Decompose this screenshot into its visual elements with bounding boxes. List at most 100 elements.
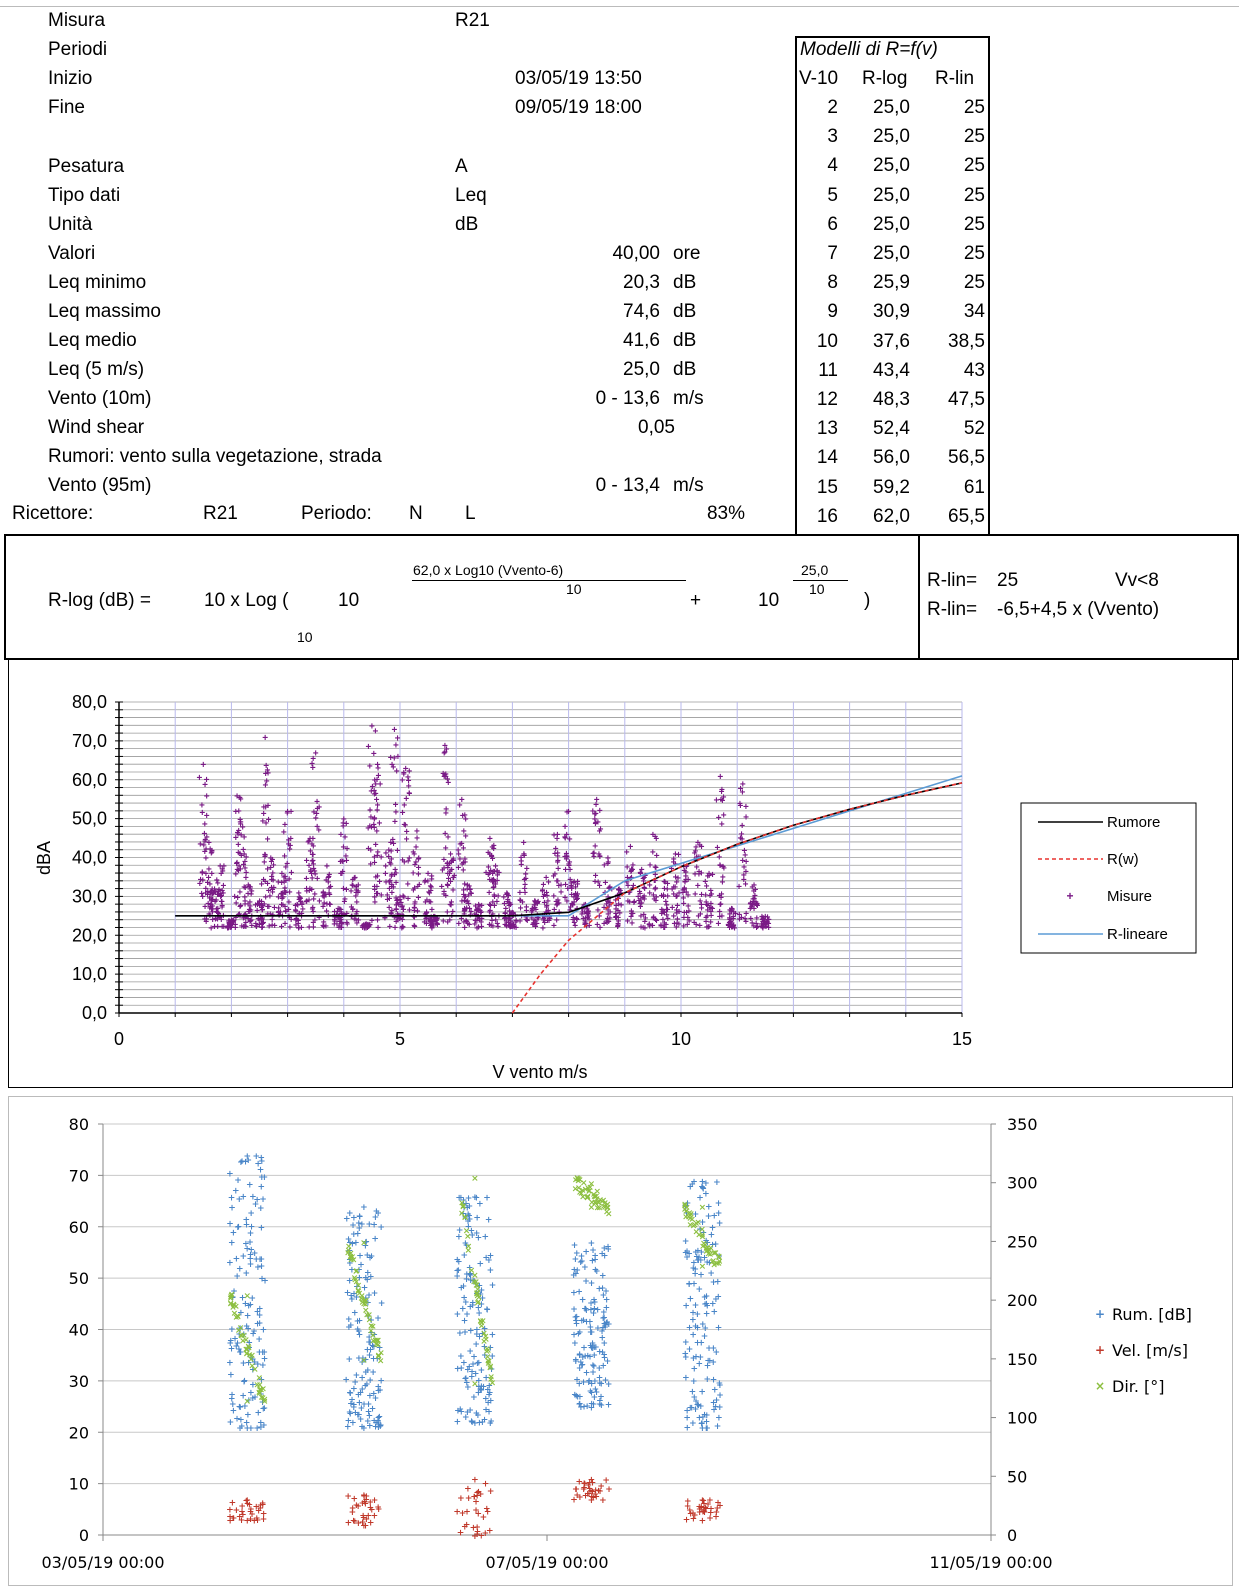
series-point-0: + bbox=[228, 1394, 236, 1404]
series-point-2: × bbox=[259, 1394, 267, 1404]
series-point-0: + bbox=[350, 1403, 358, 1413]
series-point-1: + bbox=[592, 1486, 600, 1496]
series-point-0: + bbox=[710, 1278, 718, 1288]
misure-point: + bbox=[208, 848, 214, 859]
misure-point: + bbox=[230, 917, 236, 928]
series-point-0: + bbox=[226, 1220, 234, 1230]
models-rlin-cell: 34 bbox=[963, 301, 985, 323]
series-point-0: + bbox=[228, 1239, 236, 1249]
misure-point: + bbox=[231, 916, 237, 927]
x-tick-label: 07/05/19 00:00 bbox=[485, 1553, 608, 1572]
misure-point: + bbox=[259, 901, 265, 912]
misure-point: + bbox=[263, 818, 269, 829]
misure-point: + bbox=[286, 835, 292, 846]
leq-medio-label: Leq medio bbox=[48, 330, 137, 351]
models-v10-cell: 3 bbox=[827, 126, 838, 148]
misure-point: + bbox=[267, 910, 273, 921]
misure-point: + bbox=[308, 867, 314, 878]
misure-point: + bbox=[229, 916, 235, 927]
y-tick-label: 20,0 bbox=[72, 925, 107, 945]
misure-point: + bbox=[249, 921, 255, 932]
y-right-tick-label: 50 bbox=[1007, 1467, 1027, 1486]
misure-point: + bbox=[248, 916, 254, 927]
misure-point: + bbox=[276, 903, 282, 914]
misure-point: + bbox=[242, 913, 248, 924]
misure-point: + bbox=[204, 775, 210, 786]
misure-point: + bbox=[216, 909, 222, 920]
series-point-0: + bbox=[233, 1255, 241, 1265]
misure-point: + bbox=[235, 829, 241, 840]
series-point-0: + bbox=[483, 1193, 491, 1203]
series-point-1: + bbox=[471, 1532, 479, 1542]
models-rlog-cell: 43,4 bbox=[873, 359, 910, 381]
misure-point: + bbox=[203, 917, 209, 928]
series-point-2: × bbox=[345, 1242, 353, 1252]
y-left-tick-label: 20 bbox=[69, 1423, 89, 1442]
misure-point: + bbox=[275, 878, 281, 889]
series-point-0: + bbox=[234, 1176, 242, 1186]
misure-point: + bbox=[230, 916, 236, 927]
series-point-0: + bbox=[358, 1220, 366, 1230]
misure-point: + bbox=[259, 922, 265, 933]
misure-point: + bbox=[205, 887, 211, 898]
misure-point: + bbox=[263, 761, 269, 772]
misure-point: + bbox=[303, 874, 309, 885]
series-point-0: + bbox=[600, 1291, 608, 1301]
misure-point: + bbox=[282, 852, 288, 863]
misure-point: + bbox=[203, 884, 209, 895]
misure-point: + bbox=[215, 922, 221, 933]
misure-point: + bbox=[304, 856, 310, 867]
misure-point: + bbox=[236, 861, 242, 872]
leq-medio-value: 41,6 bbox=[623, 330, 660, 351]
series-point-2: × bbox=[695, 1231, 703, 1241]
misure-point: + bbox=[228, 923, 234, 934]
models-rlin-cell: 52 bbox=[963, 418, 985, 440]
series-point-0: + bbox=[371, 1235, 379, 1245]
misure-point: + bbox=[260, 816, 266, 827]
leq-max-value: 74,6 bbox=[623, 301, 660, 322]
misure-point: + bbox=[283, 888, 289, 899]
misure-point: + bbox=[279, 869, 285, 880]
misure-point: + bbox=[295, 919, 301, 930]
fine-label: Fine bbox=[48, 97, 85, 118]
misure-point: + bbox=[258, 916, 264, 927]
series-point-0: + bbox=[697, 1270, 705, 1280]
series-point-2: × bbox=[471, 1379, 479, 1389]
misure-point: + bbox=[242, 912, 248, 923]
series-point-0: + bbox=[257, 1154, 265, 1164]
series-point-0: + bbox=[234, 1223, 242, 1233]
series-point-0: + bbox=[463, 1379, 471, 1389]
misure-point: + bbox=[287, 922, 293, 933]
series-point-0: + bbox=[716, 1219, 724, 1229]
series-point-0: + bbox=[682, 1237, 690, 1247]
misure-point: + bbox=[237, 912, 243, 923]
misure-point: + bbox=[265, 879, 271, 890]
models-title: Modelli di R=f(v) bbox=[800, 39, 938, 60]
misure-point: + bbox=[248, 905, 254, 916]
leq-medio-unit: dB bbox=[673, 330, 697, 351]
formula-sub10: 10 bbox=[297, 629, 313, 645]
misure-point: + bbox=[253, 921, 259, 932]
misure-point: + bbox=[242, 857, 248, 868]
series-point-0: + bbox=[459, 1305, 467, 1315]
misure-point: + bbox=[265, 865, 271, 876]
misure-point: + bbox=[283, 907, 289, 918]
misure-point: + bbox=[237, 815, 243, 826]
legend-swatch: × bbox=[1095, 1379, 1105, 1393]
misure-point: + bbox=[209, 847, 215, 858]
vento95-label: Vento (95m) bbox=[48, 475, 152, 496]
misure-point: + bbox=[279, 878, 285, 889]
series-point-1: + bbox=[588, 1475, 596, 1485]
misure-point: + bbox=[276, 907, 282, 918]
models-v10-cell: 9 bbox=[827, 301, 838, 323]
series-point-1: + bbox=[480, 1513, 488, 1523]
misure-point: + bbox=[242, 922, 248, 933]
formula-close: ) bbox=[864, 590, 871, 611]
misure-point: + bbox=[226, 922, 232, 933]
misure-point: + bbox=[299, 909, 305, 920]
vento10-unit: m/s bbox=[673, 388, 704, 409]
misure-point: + bbox=[202, 915, 208, 926]
y-right-tick-label: 100 bbox=[1007, 1409, 1038, 1428]
series-point-0: + bbox=[571, 1339, 579, 1349]
models-rlog-cell: 30,9 bbox=[873, 301, 910, 323]
